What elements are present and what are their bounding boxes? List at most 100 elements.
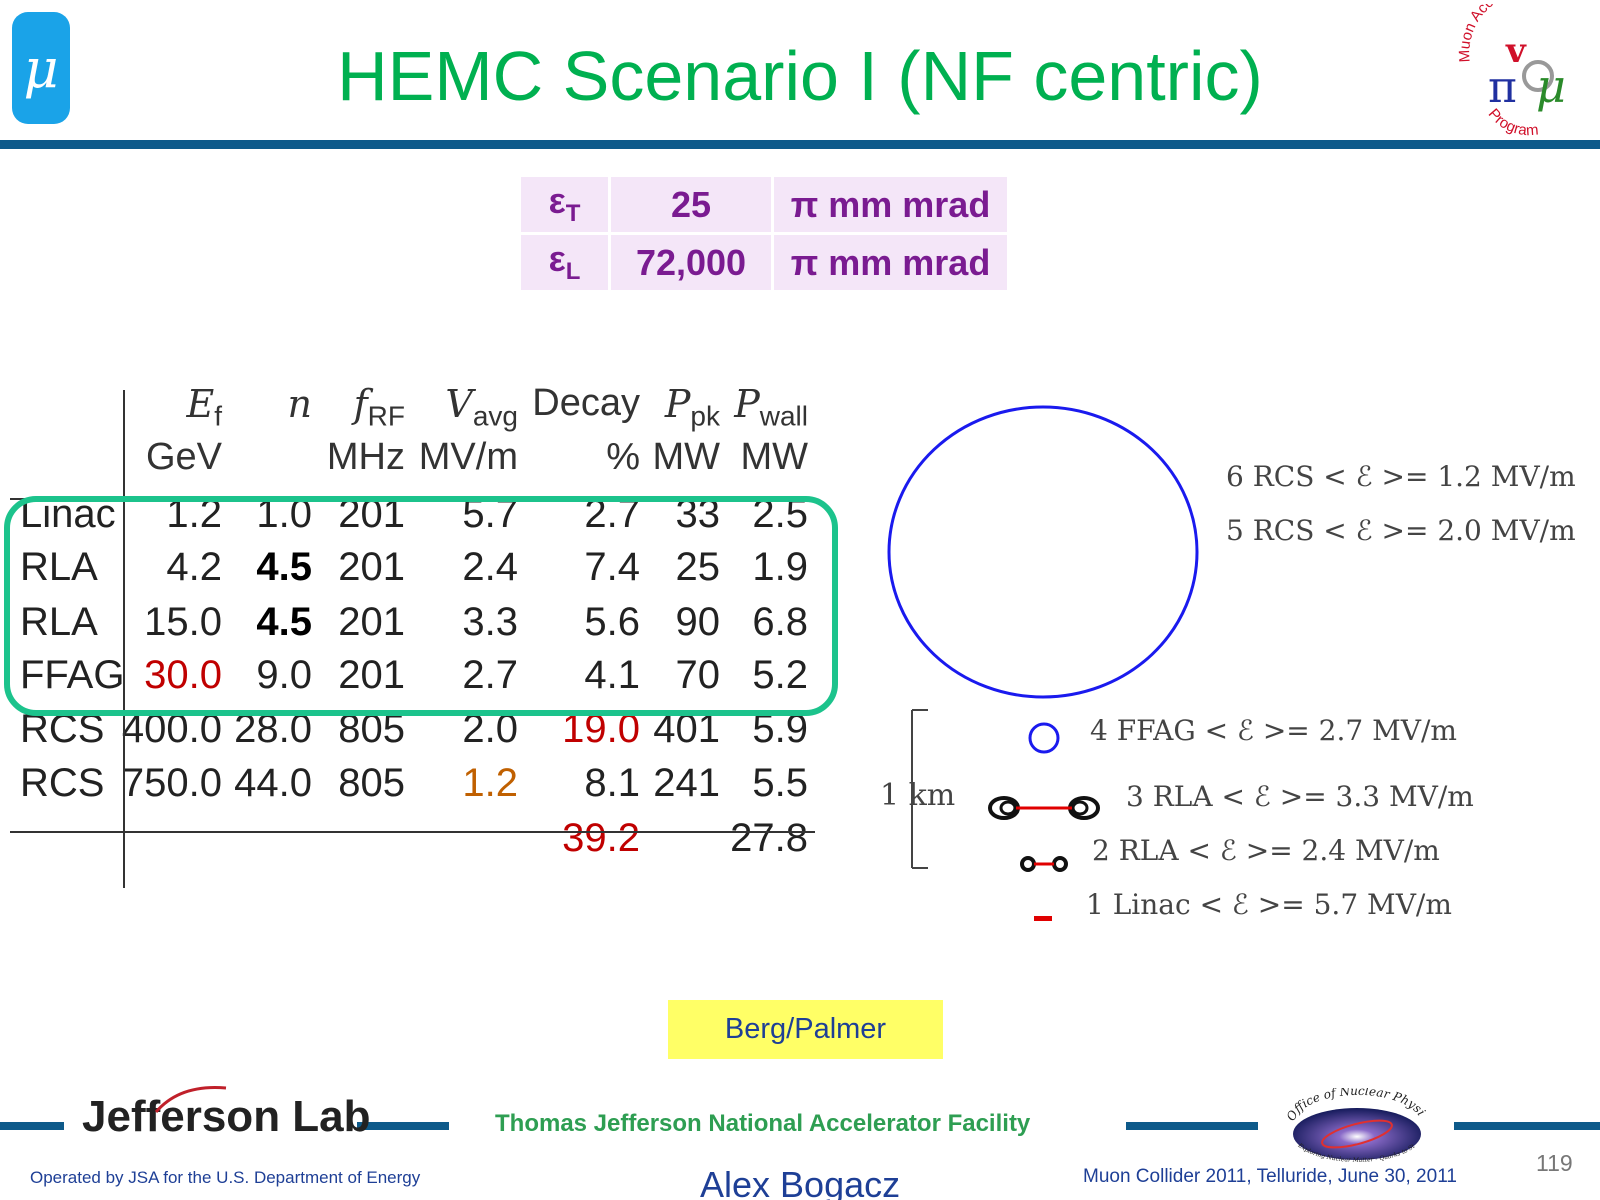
table-cell: 8.1 (584, 761, 640, 805)
table-cell: 4.5 (256, 545, 312, 589)
table-cell: 201 (338, 600, 405, 644)
label-rcs-5: 5 RCS < ℰ >= 2.0 MV/m (1226, 514, 1576, 547)
row-label: RLA (20, 545, 98, 589)
table-cell: 241 (653, 761, 720, 805)
column-header-symbol: P (734, 382, 760, 426)
column-unit-6: MW (740, 436, 808, 478)
svg-text:v: v (1505, 31, 1527, 71)
total-decay: 39.2 (562, 816, 640, 860)
table-cell: 5.5 (752, 761, 808, 805)
column-unit-4: % (606, 436, 640, 478)
jefferson-lab-orbit-icon (154, 1086, 227, 1113)
label-rla-3: 3 RLA < ℰ >= 3.3 MV/m (1126, 780, 1474, 813)
column-unit-0: GeV (145, 436, 222, 478)
table-cell: 805 (338, 761, 405, 805)
column-header-4: Decay (532, 382, 640, 425)
slide-title: HEMC Scenario I (NF centric) (337, 37, 1263, 115)
rla3-racetrack (988, 796, 1100, 820)
scale-bar (911, 709, 928, 869)
emittance-row-transverse: εT 25 π mm mrad (521, 177, 1007, 232)
table-cell: 750.0 (121, 761, 222, 805)
author-name: Alex Bogacz (700, 1164, 901, 1200)
emittance-subscript: L (565, 258, 581, 286)
table-cell: 6.8 (752, 600, 808, 644)
table-cell: 3.3 (462, 600, 518, 644)
footer-rule-right (1454, 1122, 1600, 1130)
table-cell: 4.2 (166, 545, 222, 589)
column-header-1: n (288, 382, 312, 427)
facility-name: Thomas Jefferson National Accelerator Fa… (495, 1110, 1031, 1137)
table-cell: 15.0 (144, 600, 222, 644)
label-rcs-6: 6 RCS < ℰ >= 1.2 MV/m (1226, 460, 1576, 493)
footer-rule-left (0, 1122, 64, 1130)
table-cell: 201 (338, 653, 405, 697)
column-header-0: Ef (186, 382, 222, 433)
column-header-symbol: n (287, 382, 312, 426)
svg-text:π: π (1488, 62, 1517, 113)
emittance-symbol: ε (548, 180, 566, 222)
total-pwall: 27.8 (730, 816, 808, 860)
label-ffag-4: 4 FFAG < ℰ >= 2.7 MV/m (1090, 714, 1457, 747)
conference-info: Muon Collider 2011, Telluride, June 30, … (1083, 1166, 1457, 1187)
table-cell: 7.4 (584, 545, 640, 589)
ffag-ring (1028, 722, 1060, 754)
row-label: RCS (20, 761, 105, 805)
rcs-ring (887, 405, 1199, 699)
column-header-symbol: P (664, 382, 691, 426)
layout-diagram-svg (887, 405, 1199, 921)
column-header-symbol: V (445, 382, 473, 426)
column-unit-2: MHz (326, 436, 405, 478)
layout-diagram: 6 RCS < ℰ >= 1.2 MV/m 5 RCS < ℰ >= 2.0 M… (860, 380, 1600, 940)
column-header-2: fRF (354, 382, 405, 433)
row-label: RLA (20, 600, 98, 644)
table-cell: 4.1 (584, 653, 640, 697)
table-cell: 90 (675, 600, 721, 644)
muon-accelerator-program-logo: Muon Accelerator Program v π μ (1458, 4, 1566, 139)
table-cell: 44.0 (234, 761, 312, 805)
emittance-symbol: ε (548, 238, 566, 280)
table-cell: 4.5 (256, 600, 312, 644)
footer-rule-mid-right (1126, 1122, 1258, 1130)
column-header-subscript: avg (472, 400, 518, 432)
svg-text:μ: μ (1536, 59, 1566, 113)
table-vertical-rule (123, 390, 125, 888)
column-header-5: Ppk (665, 382, 720, 433)
credit-note: Berg/Palmer (668, 1000, 943, 1059)
row-label: FFAG (20, 653, 125, 697)
label-linac-1: 1 Linac < ℰ >= 5.7 MV/m (1086, 888, 1452, 921)
table-cell: 2.4 (462, 545, 518, 589)
footer-rule-mid-left (357, 1122, 449, 1130)
column-header-3: Vavg (445, 382, 518, 433)
emittance-value: 72,000 (611, 235, 771, 290)
label-rla-2: 2 RLA < ℰ >= 2.4 MV/m (1092, 834, 1440, 867)
column-header-6: Pwall (734, 382, 808, 433)
operated-by: Operated by JSA for the U.S. Department … (30, 1168, 421, 1187)
muon-logo: μ (12, 12, 70, 124)
table-cell: 1.9 (752, 545, 808, 589)
table-cell: 9.0 (256, 653, 312, 697)
column-unit-5: MW (652, 436, 720, 478)
nf-highlight-box (4, 496, 838, 716)
map-logo-text-top: Muon Accelerator (1458, 4, 1545, 63)
emittance-unit: π mm mrad (774, 235, 1007, 290)
table-cell: 5.2 (752, 653, 808, 697)
svg-text:Muon Accelerator: Muon Accelerator (1458, 4, 1545, 63)
column-header-subscript: wall (759, 400, 808, 432)
emittance-row-longitudinal: εL 72,000 π mm mrad (521, 235, 1007, 290)
column-header-symbol: f (353, 382, 368, 426)
table-cell: 25 (675, 545, 721, 589)
emittance-subscript: T (565, 200, 581, 228)
header-divider (0, 140, 1600, 149)
emittance-value: 25 (611, 177, 771, 232)
table-cell: 1.2 (462, 761, 518, 805)
table-total-rule (10, 831, 815, 833)
column-header-symbol: E (186, 382, 215, 426)
linac-segment (1034, 916, 1052, 921)
table-cell: 30.0 (144, 653, 222, 697)
page-number: 119 (1536, 1150, 1573, 1176)
emittance-table: εT 25 π mm mrad εL 72,000 π mm mrad (518, 174, 1010, 293)
column-header-subscript: f (214, 400, 222, 432)
emittance-unit: π mm mrad (774, 177, 1007, 232)
table-cell: 70 (675, 653, 721, 697)
column-unit-3: MV/m (418, 436, 518, 478)
